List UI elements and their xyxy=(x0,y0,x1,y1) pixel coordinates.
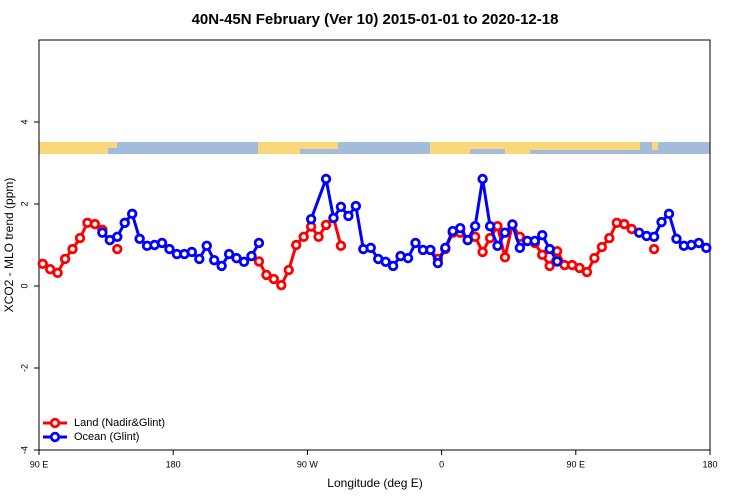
data-point xyxy=(492,240,503,252)
data-point xyxy=(335,240,347,252)
data-point xyxy=(648,243,660,255)
data-point xyxy=(656,216,667,228)
x-tick-label: 90 E xyxy=(30,459,49,469)
data-point xyxy=(112,231,123,242)
data-point xyxy=(89,218,101,230)
data-point xyxy=(402,252,414,264)
data-point xyxy=(574,262,585,274)
data-point xyxy=(194,253,205,265)
data-point xyxy=(701,242,712,254)
data-point xyxy=(596,241,608,253)
y-tick-label: 4 xyxy=(19,119,29,124)
data-point xyxy=(507,219,518,230)
data-point xyxy=(253,256,265,267)
data-point xyxy=(693,237,705,249)
data-point xyxy=(648,231,660,242)
data-point xyxy=(604,232,615,244)
data-point xyxy=(223,248,235,260)
data-point xyxy=(59,253,71,265)
land-mask-strip xyxy=(39,142,710,154)
data-point xyxy=(298,231,309,242)
data-point xyxy=(425,244,436,256)
x-tick-label: 180 xyxy=(702,459,717,469)
data-point xyxy=(581,266,593,278)
data-point xyxy=(462,234,473,246)
data-point xyxy=(380,256,391,268)
data-point xyxy=(74,232,86,244)
legend-label: Land (Nadir&Glint) xyxy=(74,417,165,429)
data-point xyxy=(156,237,168,249)
y-tick-label: 0 xyxy=(19,283,29,288)
data-point xyxy=(67,243,78,255)
data-point xyxy=(261,269,272,281)
data-point xyxy=(164,243,175,255)
data-point xyxy=(97,227,108,238)
data-point xyxy=(246,250,257,262)
x-axis-label: Longitude (deg E) xyxy=(327,476,422,490)
data-point xyxy=(455,222,466,234)
data-point xyxy=(440,242,451,254)
data-point xyxy=(410,237,421,249)
data-point xyxy=(268,273,280,285)
data-point xyxy=(663,208,675,220)
data-point xyxy=(365,242,376,254)
data-point xyxy=(529,235,540,247)
x-tick-label: 180 xyxy=(166,459,181,469)
data-point xyxy=(537,229,548,241)
data-point xyxy=(305,213,317,225)
data-point xyxy=(589,252,600,264)
chart-title: 40N-45N February (Ver 10) 2015-01-01 to … xyxy=(192,11,559,28)
data-point xyxy=(126,208,138,220)
legend-marker xyxy=(49,431,61,443)
data-point xyxy=(499,227,511,238)
data-point xyxy=(484,220,496,232)
y-tick-label: -4 xyxy=(19,446,29,454)
data-point xyxy=(514,242,526,254)
data-point xyxy=(112,243,123,255)
data-point xyxy=(469,220,481,232)
data-point xyxy=(328,212,339,224)
data-point xyxy=(544,243,555,255)
legend-label: Ocean (Glint) xyxy=(74,431,139,443)
data-point xyxy=(283,264,294,276)
data-point xyxy=(350,200,362,212)
x-tick-label: 90 E xyxy=(567,459,586,469)
data-point xyxy=(216,260,227,272)
y-axis-label: XCO2 - MLO trend (ppm) xyxy=(2,178,16,313)
x-tick-label: 90 W xyxy=(297,459,319,469)
data-point xyxy=(537,249,548,261)
legend-marker xyxy=(49,417,61,429)
series-line xyxy=(43,218,654,285)
data-point xyxy=(499,252,511,263)
y-tick-label: 2 xyxy=(19,201,29,206)
data-point xyxy=(551,256,563,267)
data-point xyxy=(37,258,48,270)
data-point xyxy=(134,233,145,245)
data-point xyxy=(119,217,130,229)
data-point xyxy=(432,257,444,269)
data-point xyxy=(186,246,198,258)
data-point xyxy=(343,210,354,222)
data-point xyxy=(320,219,332,231)
data-point xyxy=(201,240,212,252)
data-point xyxy=(313,231,324,242)
data-point xyxy=(253,237,265,249)
y-tick-label: -2 xyxy=(19,364,29,372)
data-point xyxy=(619,218,630,230)
data-point xyxy=(52,267,63,279)
data-point xyxy=(671,233,682,245)
data-point xyxy=(209,254,220,266)
data-point xyxy=(387,260,399,272)
data-point xyxy=(477,173,488,185)
data-point xyxy=(544,260,555,272)
data-point xyxy=(238,256,250,268)
data-point xyxy=(335,201,347,213)
x-tick-label: 0 xyxy=(439,459,444,469)
data-point xyxy=(291,239,302,251)
data-point xyxy=(320,173,332,185)
data-point xyxy=(276,279,287,291)
data-point xyxy=(477,246,488,258)
